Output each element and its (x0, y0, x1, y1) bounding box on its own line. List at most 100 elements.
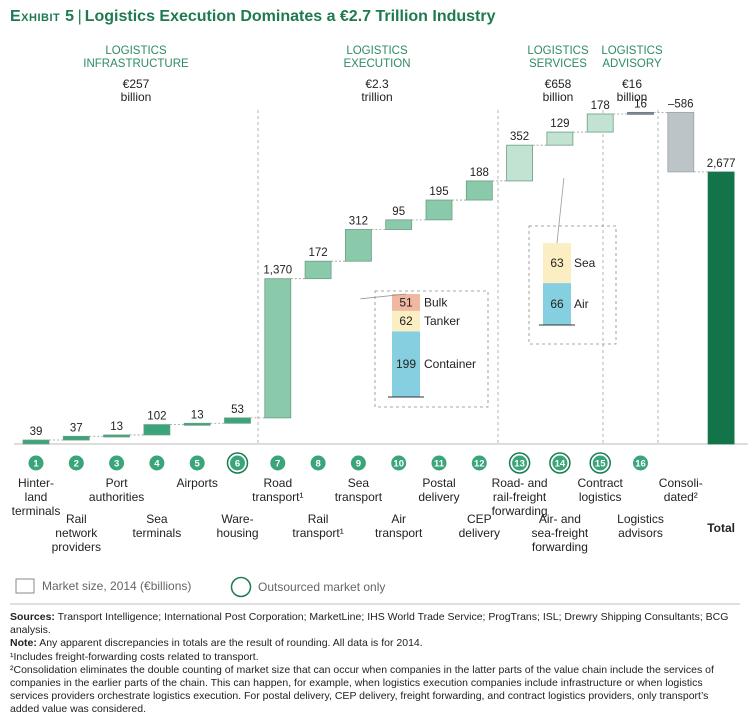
breakdown-segment-2-1 (543, 283, 571, 325)
category-number-circle-6 (230, 455, 245, 471)
category-label-5-line-1: Airports (177, 476, 218, 490)
category-label-6-line-2: housing (216, 526, 258, 540)
section-name-4-line-2: ADVISORY (602, 58, 662, 70)
category-label-7-line-2: transport¹ (252, 490, 303, 504)
bar-value-label-6: 53 (231, 404, 244, 416)
category-label-12-line-1: CEP (467, 512, 492, 526)
section-name-3-line-2: SERVICES (529, 58, 587, 70)
category-number-circle-7 (270, 455, 286, 471)
breakdown-name-1-1: Container (424, 357, 476, 371)
category-number-circle-14 (552, 455, 568, 471)
section-name-2-line-1: LOGISTICS (346, 45, 408, 57)
breakdown-value-1-2: 62 (399, 314, 413, 328)
category-label-18-line-1: Total (707, 521, 735, 535)
bar-11 (425, 199, 453, 221)
category-label-13-line-1: Road- and (492, 476, 548, 490)
category-number-circle-11 (431, 455, 447, 471)
breakdown-segment-1-3 (392, 294, 420, 311)
category-number-7: 7 (275, 459, 280, 470)
section-name-1-line-1: LOGISTICS (105, 45, 167, 57)
breakdown-value-2-1: 66 (550, 297, 564, 311)
bar-5 (183, 422, 211, 426)
bar-6 (224, 417, 251, 424)
category-label-10-line-2: transport (375, 526, 423, 540)
category-label-3-line-1: Port (106, 476, 129, 490)
section-name-3-line-1: LOGISTICS (527, 45, 589, 57)
section-value-1-line-2: billion (121, 90, 152, 104)
bar-value-label-5: 13 (191, 409, 204, 421)
breakdown-box-1 (374, 290, 489, 408)
category-label-2-line-2: network (55, 526, 98, 540)
category-number-4: 4 (154, 459, 160, 470)
category-label-7-line-1: Road (263, 476, 292, 490)
bar-value-label-9: 312 (349, 216, 368, 228)
category-label-4-line-1: Sea (146, 512, 168, 526)
breakdown-value-2-2: 63 (550, 256, 564, 270)
category-number-9: 9 (356, 459, 361, 470)
bar-value-label-17: –586 (668, 98, 694, 110)
legend-outsourced-swatch (230, 576, 252, 598)
category-label-1-line-3: terminals (12, 504, 61, 518)
category-label-15-line-1: Contract (578, 476, 624, 490)
category-label-4-line-2: terminals (133, 526, 182, 540)
category-label-16-line-1: Logistics (617, 512, 664, 526)
breakdown-segment-1-1 (392, 331, 420, 397)
bar-value-label-18: 2,677 (707, 158, 736, 170)
category-number-circle-9 (350, 455, 366, 471)
section-value-3-line-1: €658 (545, 77, 572, 91)
category-number-13: 13 (514, 459, 525, 470)
section-value-2-line-1: €2.3 (365, 77, 389, 91)
bar-value-label-2: 37 (70, 422, 83, 434)
bar-10 (385, 219, 413, 230)
bar-value-label-14: 129 (550, 118, 569, 130)
bar-13 (506, 144, 534, 182)
category-label-16-line-2: advisors (618, 526, 663, 540)
section-name-2-line-2: EXECUTION (343, 58, 410, 70)
category-number-circle-15 (592, 455, 608, 471)
legend-outsourced-label: Outsourced market only (258, 580, 385, 594)
category-number-16: 16 (635, 459, 646, 470)
general-note: Note: Any apparent discrepancies in tota… (10, 637, 423, 650)
category-number-circle-3 (109, 455, 125, 471)
category-label-12-line-2: delivery (459, 526, 500, 540)
exhibit-number: Exhibit 5 (10, 8, 75, 25)
category-label-15-line-2: logistics (579, 490, 622, 504)
breakdown-name-1-2: Tanker (424, 314, 460, 328)
category-label-10-line-1: Air (391, 512, 406, 526)
title-separator: | (77, 8, 82, 25)
bar-value-label-13: 352 (510, 131, 529, 143)
bar-value-label-3: 13 (110, 421, 123, 433)
category-label-6-line-1: Ware- (221, 512, 253, 526)
bar-3 (103, 434, 130, 438)
breakdown-leader-2 (556, 177, 565, 244)
footnotes: Sources: Transport Intelligence; Interna… (10, 611, 740, 717)
category-number-10: 10 (393, 459, 404, 470)
category-label-14-line-1: Air- and (539, 512, 581, 526)
breakdown-segment-2-2 (543, 243, 571, 284)
bar-1 (22, 439, 50, 445)
category-number-12: 12 (474, 459, 485, 470)
category-number-circle-10 (391, 455, 407, 471)
category-number-circle-8 (310, 455, 326, 471)
category-number-circle-5 (189, 455, 205, 471)
section-value-1-line-1: €257 (123, 77, 150, 91)
category-label-14-line-3: forwarding (532, 540, 588, 554)
category-label-8-line-1: Rail (308, 512, 329, 526)
footnote-1: ¹Includes freight-forwarding costs relat… (10, 650, 259, 663)
breakdown-name-1-3: Bulk (424, 295, 448, 309)
category-label-9-line-2: transport (335, 490, 383, 504)
section-name-1-line-2: INFRASTRUCTURE (83, 58, 189, 70)
bar-value-label-16: 16 (634, 98, 647, 110)
category-label-1-line-2: land (25, 490, 48, 504)
bar-value-label-1: 39 (30, 426, 43, 438)
category-number-circle-13 (512, 455, 528, 471)
category-label-14-line-2: sea-freight (532, 526, 589, 540)
legend-market-size-label: Market size, 2014 (€billions) (42, 579, 191, 593)
bar-value-label-10: 95 (392, 206, 405, 218)
category-number-circle-4 (149, 455, 165, 471)
breakdown-name-2-1: Air (574, 297, 589, 311)
breakdown-value-1-1: 199 (396, 357, 416, 371)
bar-2 (62, 435, 90, 441)
category-number-1: 1 (33, 459, 39, 470)
section-value-3-line-2: billion (543, 90, 574, 104)
